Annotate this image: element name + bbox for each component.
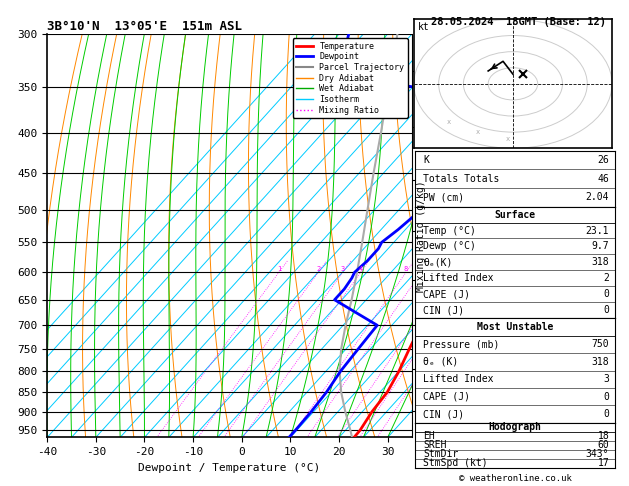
Text: 1: 1 [277, 266, 281, 272]
Text: 0: 0 [603, 409, 609, 419]
Text: 3: 3 [340, 266, 345, 272]
Text: 9.7: 9.7 [591, 242, 609, 251]
Text: 2: 2 [603, 274, 609, 283]
Text: 0: 0 [603, 289, 609, 299]
Text: 60: 60 [598, 440, 609, 450]
Text: θₑ(K): θₑ(K) [423, 258, 452, 267]
Text: PW (cm): PW (cm) [423, 192, 464, 202]
Text: 10: 10 [417, 266, 426, 272]
Text: 26: 26 [598, 155, 609, 165]
Text: CIN (J): CIN (J) [423, 409, 464, 419]
Text: kt: kt [418, 22, 430, 32]
Text: 0: 0 [603, 392, 609, 402]
Text: x: x [476, 129, 481, 135]
Legend: Temperature, Dewpoint, Parcel Trajectory, Dry Adiabat, Wet Adiabat, Isotherm, Mi: Temperature, Dewpoint, Parcel Trajectory… [293, 38, 408, 118]
Text: Most Unstable: Most Unstable [477, 322, 554, 332]
Text: 2.04: 2.04 [586, 192, 609, 202]
Text: 0: 0 [603, 305, 609, 315]
Text: CAPE (J): CAPE (J) [423, 289, 470, 299]
Text: 2: 2 [316, 266, 320, 272]
Text: 20: 20 [467, 266, 476, 272]
Text: Mixing Ratio (g/kg): Mixing Ratio (g/kg) [416, 180, 426, 292]
Text: x: x [447, 120, 451, 125]
Text: Dewp (°C): Dewp (°C) [423, 242, 476, 251]
Text: Lifted Index: Lifted Index [423, 374, 494, 384]
Text: Temp (°C): Temp (°C) [423, 226, 476, 236]
Text: 3B°10'N  13°05'E  151m ASL: 3B°10'N 13°05'E 151m ASL [47, 20, 242, 33]
Text: 23.1: 23.1 [586, 226, 609, 236]
Text: Pressure (mb): Pressure (mb) [423, 339, 499, 349]
Text: 18: 18 [598, 431, 609, 441]
Text: CIN (J): CIN (J) [423, 305, 464, 315]
Text: Surface: Surface [494, 209, 536, 220]
Text: 4: 4 [359, 266, 363, 272]
X-axis label: Dewpoint / Temperature (°C): Dewpoint / Temperature (°C) [138, 463, 321, 473]
Text: 28.05.2024  18GMT (Base: 12): 28.05.2024 18GMT (Base: 12) [431, 17, 606, 27]
Text: 17: 17 [598, 458, 609, 468]
Text: x: x [506, 136, 510, 141]
Text: 750: 750 [591, 339, 609, 349]
Text: © weatheronline.co.uk: © weatheronline.co.uk [459, 474, 572, 483]
Text: K: K [423, 155, 429, 165]
Text: 46: 46 [598, 174, 609, 184]
Text: SREH: SREH [423, 440, 447, 450]
Text: 15: 15 [446, 266, 454, 272]
Text: LCL: LCL [430, 370, 448, 381]
Text: 343°: 343° [586, 449, 609, 459]
Text: EH: EH [423, 431, 435, 441]
Y-axis label: km
ASL: km ASL [439, 225, 457, 246]
Text: 25: 25 [484, 266, 492, 272]
Text: StmDir: StmDir [423, 449, 459, 459]
Text: 318: 318 [591, 357, 609, 367]
Text: Totals Totals: Totals Totals [423, 174, 499, 184]
Text: 3: 3 [603, 374, 609, 384]
Text: CAPE (J): CAPE (J) [423, 392, 470, 402]
Text: StmSpd (kt): StmSpd (kt) [423, 458, 487, 468]
Text: Lifted Index: Lifted Index [423, 274, 494, 283]
Text: 318: 318 [591, 258, 609, 267]
Text: 8: 8 [404, 266, 408, 272]
Text: Hodograph: Hodograph [489, 422, 542, 432]
Text: θₑ (K): θₑ (K) [423, 357, 459, 367]
